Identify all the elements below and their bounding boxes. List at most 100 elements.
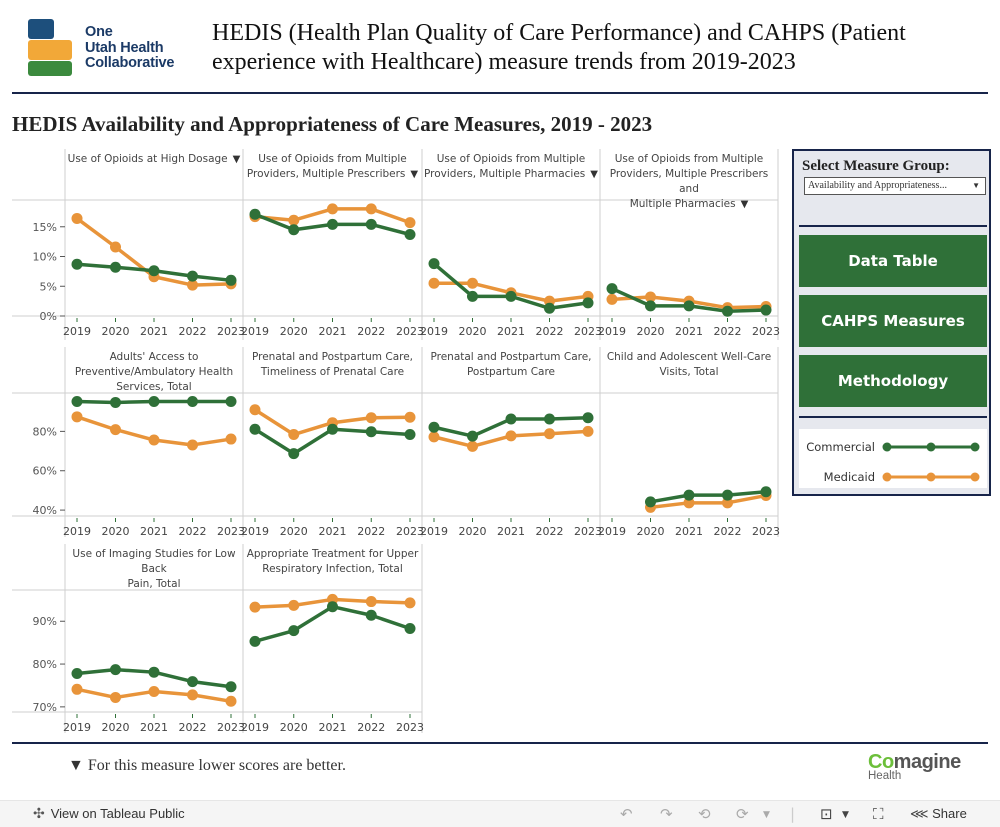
- panel-title-line: Preventive/Ambulatory Health: [74, 366, 234, 378]
- one-utah-health-collaborative-logo: One Utah Health Collaborative: [27, 18, 197, 78]
- x-tick-label: 2019: [63, 525, 91, 538]
- revert-icon[interactable]: ⟲: [698, 805, 711, 823]
- data-point-medicaid: Medicaid 2023: 80%: [582, 425, 594, 437]
- lower-is-better-icon: ▼: [740, 199, 749, 210]
- undo-icon[interactable]: ↶: [620, 805, 633, 823]
- data-point-commercial: Commercial 2023: 49.3%: [760, 486, 772, 498]
- data-point-medicaid: Medicaid 2023: 94.3%: [404, 597, 416, 609]
- view-on-tableau-public-link[interactable]: ✣ View on Tableau Public: [33, 805, 185, 822]
- data-point-medicaid: Medicaid 2019: 2.8%: [606, 293, 618, 305]
- y-tick-label: 80%: [33, 658, 57, 671]
- data-point-commercial: Commercial 2021: 7.6%: [148, 265, 160, 277]
- data-point-commercial: Commercial 2019: 4.6%: [606, 283, 618, 295]
- x-tick-label: 2019: [63, 325, 91, 338]
- y-tick-label: 40%: [33, 504, 57, 517]
- panel-title-line: Timeliness of Prenatal Care: [260, 366, 405, 378]
- refresh-icon[interactable]: ⟳: [736, 805, 749, 823]
- data-point-commercial: Commercial 2020: 14.5%: [288, 224, 300, 236]
- data-point-medicaid: Medicaid 2020: 72.4%: [467, 440, 478, 452]
- data-point-commercial: Commercial 2021: 3.3%: [505, 290, 517, 302]
- panel-title-line: Use of Imaging Studies for Low Back: [72, 548, 236, 575]
- x-tick-label: 2020: [280, 525, 308, 538]
- x-tick-label: 2023: [217, 325, 245, 338]
- x-tick-label: 2020: [280, 721, 308, 734]
- x-tick-label: 2022: [714, 525, 742, 538]
- x-tick-label: 2023: [396, 525, 424, 538]
- tableau-logo-icon: ✣: [33, 805, 45, 821]
- x-tick-label: 2021: [319, 325, 347, 338]
- measure-group-label: Select Measure Group:: [802, 158, 950, 174]
- data-point-commercial: Commercial 2023: 13.7%: [404, 229, 416, 241]
- data-point-commercial: Commercial 2023: 74.7%: [225, 681, 237, 693]
- data-point-medicaid: Medicaid 2019: 87.4%: [71, 411, 83, 423]
- data-point-medicaid: Medicaid 2020: 80.9%: [110, 424, 121, 436]
- download-dropdown-icon[interactable]: ▼: [842, 810, 849, 820]
- data-point-commercial: Commercial 2022: 79.8%: [365, 426, 377, 438]
- redo-icon[interactable]: ↷: [660, 805, 673, 823]
- x-tick-label: 2022: [536, 325, 564, 338]
- methodology-button[interactable]: Methodology: [799, 355, 987, 407]
- x-tick-label: 2020: [280, 325, 308, 338]
- logo-line-2: Utah Health: [85, 39, 164, 56]
- lower-is-better-icon: ▼: [590, 169, 598, 180]
- x-tick-label: 2022: [179, 525, 207, 538]
- share-button[interactable]: ⋘ Share: [910, 806, 967, 822]
- x-tick-label: 2023: [574, 325, 602, 338]
- tableau-toolbar: ✣ View on Tableau Public ↶ ↷ ⟲ ⟳ ▼ | ⊡ ▼…: [0, 800, 1000, 827]
- data-point-commercial: Commercial 2019: 17.1%: [249, 208, 261, 220]
- data-point-commercial: Commercial 2022: 47.6%: [722, 489, 733, 501]
- toolbar-separator: |: [790, 805, 796, 823]
- logo-speech-bubble-green: [28, 61, 72, 76]
- panel-title: Prenatal and Postpartum Care, Timeliness …: [244, 350, 421, 380]
- data-point-commercial: Commercial 2022: 15.4%: [365, 218, 377, 230]
- comagine-health-logo: Comagine Health: [868, 751, 961, 782]
- refresh-dropdown-icon[interactable]: ▼: [763, 810, 770, 820]
- x-tick-label: 2020: [637, 525, 665, 538]
- share-icon: ⋘: [910, 806, 929, 821]
- panel-title: Child and Adolescent Well-Care Visits, To…: [601, 350, 777, 380]
- panel-title: Adults' Access to Preventive/Ambulatory H…: [66, 350, 242, 395]
- fullscreen-icon[interactable]: ⛶: [873, 805, 884, 823]
- data-point-commercial: Commercial 2020: 8.2%: [110, 261, 121, 273]
- x-tick-label: 2021: [497, 525, 525, 538]
- x-tick-label: 2022: [357, 525, 385, 538]
- panel-title-line: Respiratory Infection, Total: [262, 563, 403, 575]
- panel-title: Use of Opioids at High Dosage ▼: [66, 152, 242, 167]
- x-tick-label: 2023: [217, 525, 245, 538]
- data-point-commercial: Commercial 2022: 91.4%: [365, 609, 377, 621]
- data-point-commercial: Commercial 2020: 68.7%: [288, 448, 300, 460]
- logo-speech-bubble-blue: [28, 19, 54, 39]
- data-point-medicaid: Medicaid 2022: 18%: [365, 203, 377, 215]
- panel-title-line: Services, Total: [116, 381, 192, 393]
- panel-title: Use of Imaging Studies for Low Back Pain,…: [66, 547, 242, 592]
- x-tick-label: 2019: [241, 525, 269, 538]
- data-point-commercial: Commercial 2023: 78.4%: [404, 429, 416, 441]
- data-point-commercial: Commercial 2021: 47.6%: [683, 489, 695, 501]
- measure-group-select[interactable]: Availability and Appropriateness... ▼: [804, 177, 986, 195]
- download-icon[interactable]: ⊡: [820, 805, 833, 823]
- x-tick-label: 2021: [319, 721, 347, 734]
- share-label: Share: [932, 806, 967, 821]
- x-tick-label: 2022: [179, 325, 207, 338]
- x-tick-label: 2022: [357, 325, 385, 338]
- cahps-measures-button[interactable]: CAHPS Measures: [799, 295, 987, 347]
- data-point-medicaid: Medicaid 2021: 75.6%: [148, 434, 160, 446]
- data-point-medicaid: Medicaid 2022: 94.6%: [365, 596, 377, 608]
- panel-title-line: Use of Opioids from Multiple: [614, 153, 764, 165]
- data-table-button[interactable]: Data Table: [799, 235, 987, 287]
- data-point-commercial: Commercial 2021: 93.4%: [327, 601, 338, 613]
- panel-title-line: Prenatal and Postpartum Care,: [430, 351, 592, 363]
- x-tick-label: 2023: [752, 525, 780, 538]
- data-point-commercial: Commercial 2022: 1.3%: [544, 302, 555, 314]
- data-point-medicaid: Medicaid 2022: 78.8%: [544, 428, 555, 440]
- data-point-commercial: Commercial 2023: 2.2%: [582, 297, 594, 309]
- data-point-commercial: Commercial 2019: 8.8%: [428, 258, 440, 270]
- x-tick-label: 2020: [459, 325, 487, 338]
- panel-title-line: Providers, Multiple Prescribers ▼: [246, 168, 419, 180]
- data-point-commercial: Commercial 2020: 94.7%: [110, 396, 121, 408]
- legend-item-medicaid[interactable]: Medicaid: [799, 467, 987, 487]
- panel-title-line: Visits, Total: [659, 366, 719, 378]
- lower-is-better-icon: ▼: [232, 154, 241, 165]
- logo-line-3: Collaborative: [85, 55, 175, 71]
- legend-item-commercial[interactable]: Commercial: [799, 437, 987, 457]
